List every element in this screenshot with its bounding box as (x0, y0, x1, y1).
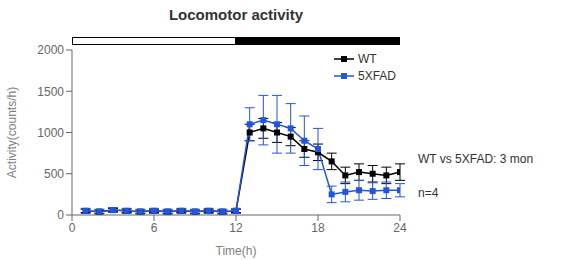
svg-text:0: 0 (69, 221, 76, 235)
svg-text:1500: 1500 (37, 85, 64, 99)
html-text:5XFAD: 5XFAD (358, 69, 396, 83)
html-text:Locomotor activity: Locomotor activity (168, 6, 304, 23)
svg-text:1000: 1000 (37, 126, 64, 140)
svg-text:2000: 2000 (37, 43, 64, 57)
html-text:WT vs 5XFAD: 3 mon: WT vs 5XFAD: 3 mon (418, 152, 534, 166)
svg-text:6: 6 (151, 221, 158, 235)
svg-text:500: 500 (44, 167, 64, 181)
svg-text:0: 0 (57, 208, 64, 222)
html-text:WT: WT (358, 52, 377, 66)
svg-text:Time(h): Time(h) (216, 244, 257, 258)
svg-text:Activity(counts/h): Activity(counts/h) (8, 87, 19, 178)
svg-text:24: 24 (393, 221, 407, 235)
html-text:n=4: n=4 (418, 186, 439, 200)
svg-text:12: 12 (229, 221, 243, 235)
svg-text:18: 18 (311, 221, 325, 235)
